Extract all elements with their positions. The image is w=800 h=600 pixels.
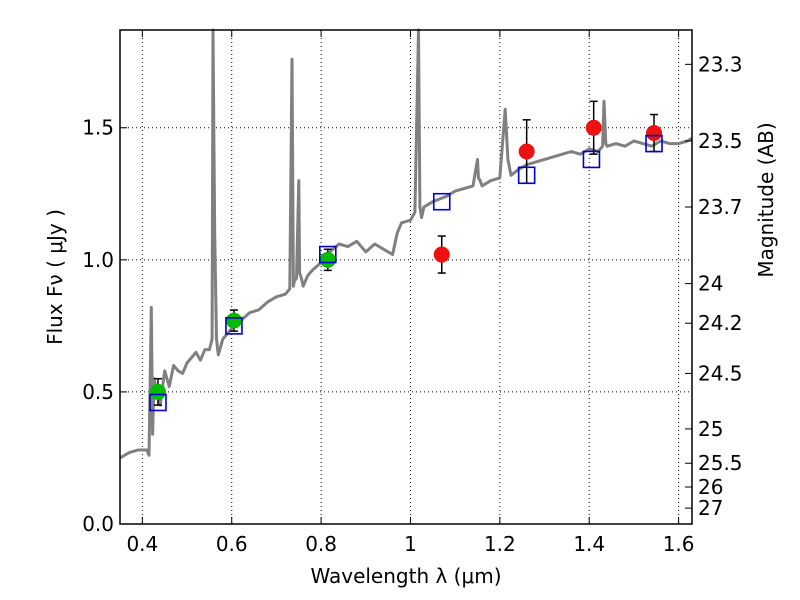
x-tick-label: 0.6 <box>216 532 248 556</box>
model-box <box>432 192 451 211</box>
model-box <box>645 134 663 153</box>
magnitude-tick-label: 23.7 <box>698 195 743 219</box>
spectrum-line <box>119 28 693 460</box>
grid-lines <box>120 30 692 525</box>
model-box <box>225 317 243 335</box>
red-data-point <box>433 246 450 263</box>
model-box <box>582 150 601 169</box>
magnitude-tick-label: 25 <box>698 417 723 441</box>
magnitude-tick-label: 23.3 <box>698 52 743 76</box>
model-boxes <box>149 134 663 412</box>
magnitude-axis-label: Magnitude (AB) <box>754 122 778 277</box>
x-tick-label: 1.6 <box>663 532 695 556</box>
y-axis-label: Flux Fν ( μJy ) <box>43 209 67 345</box>
model-box <box>149 393 167 412</box>
magnitude-tick-label: 26 <box>698 475 723 499</box>
magnitude-tick-label: 27 <box>698 496 723 520</box>
y-tick-label: 1.0 <box>82 248 114 272</box>
red-data-point <box>585 119 602 136</box>
y-tick-label: 0.5 <box>82 380 114 404</box>
x-axis-ticks: 0.4 0.6 0.8 1 1.2 1.4 1.6 <box>126 30 695 556</box>
green-data-point <box>225 312 242 329</box>
y-tick-label: 1.5 <box>82 116 114 140</box>
model-box <box>517 166 536 185</box>
green-data-point <box>149 383 166 400</box>
magnitude-tick-label: 24 <box>698 272 723 296</box>
x-axis-label: Wavelength λ (μm) <box>310 564 501 588</box>
y-axis-ticks: 0.0 0.5 1.0 1.5 <box>82 116 127 536</box>
plot-frame <box>119 29 693 525</box>
x-tick-label: 1.4 <box>573 532 605 556</box>
model-box <box>318 245 337 264</box>
red-data-point <box>646 125 663 142</box>
plot-series <box>119 28 693 460</box>
magnitude-tick-label: 24.2 <box>698 311 743 335</box>
x-tick-label: 1 <box>404 532 417 556</box>
data-points <box>149 119 663 400</box>
x-tick-label: 0.8 <box>305 532 337 556</box>
x-tick-label: 0.4 <box>126 532 158 556</box>
x-tick-label: 1.2 <box>484 532 516 556</box>
magnitude-tick-label: 25.5 <box>698 451 743 475</box>
errorbars <box>153 100 659 406</box>
y-tick-label: 0.0 <box>82 512 114 536</box>
green-data-point <box>319 251 336 268</box>
red-data-point <box>518 143 535 160</box>
magnitude-tick-label: 23.5 <box>698 129 743 153</box>
magnitude-tick-label: 24.5 <box>698 361 743 385</box>
